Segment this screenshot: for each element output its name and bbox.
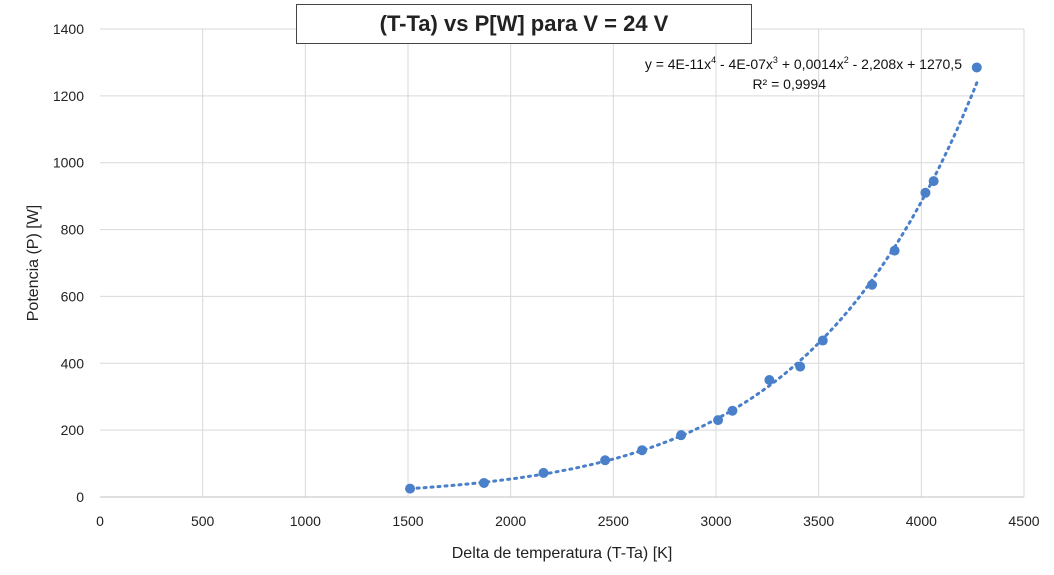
eq-exp-2: 2 [843,55,849,65]
y-axis-label: Potencia (P) [W] [25,205,42,321]
eq-exp-4: 4 [711,55,717,65]
y-tick-label: 800 [61,222,85,238]
x-tick-label: 0 [96,513,104,529]
data-point [637,445,648,456]
x-tick-label: 4000 [906,513,937,529]
y-tick-label: 400 [61,355,85,371]
data-point [538,467,549,478]
data-point [405,483,416,494]
data-point [867,279,878,290]
trendline [408,81,979,491]
data-point [764,375,775,385]
y-tick-label: 0 [76,489,84,505]
data-point [795,361,806,372]
data-point [971,62,982,73]
gridlines [100,28,1025,497]
x-tick-label: 2000 [495,513,526,529]
trendline-equation: y = 4E-11x4 - 4E-07x3 + 0,0014x2 - 2,208… [645,54,962,94]
y-tick-label: 1400 [53,21,84,37]
data-point [600,455,611,466]
x-tick-label: 2500 [598,513,629,529]
x-tick-label: 1000 [290,513,321,529]
y-tick-label: 600 [61,288,85,304]
x-axis-label: Delta de temperatura (T-Ta) [K] [452,545,673,562]
tick-labels: 0 500 1000 1500 2000 2500 3000 3500 4000 4500 0 200… [53,21,1040,529]
eq-term-2: + 0,0014x [777,56,844,72]
data-point [920,187,931,198]
data-point [727,405,738,416]
data-point [889,245,900,256]
eq-term-4: y = 4E-11x [644,56,712,72]
data-point [676,430,687,441]
x-tick-label: 3500 [803,513,834,529]
x-tick-label: 4500 [1008,513,1039,529]
chart-title: (T-Ta) vs P[W] para V = 24 V [296,4,752,44]
eq-exp-3: 3 [772,55,778,65]
eq-term-3: - 4E-07x [716,56,773,72]
y-tick-label: 1200 [53,88,84,104]
y-tick-label: 200 [61,422,85,438]
data-point [928,176,939,187]
equation-line: y = 4E-11x4 - 4E-07x3 + 0,0014x2 - 2,208… [644,55,962,73]
data-point [713,415,724,426]
x-tick-label: 500 [191,513,215,529]
eq-term-1: - 2,208x + 1270,5 [848,56,962,72]
x-tick-label: 3000 [700,513,731,529]
data-points [405,62,982,494]
y-tick-label: 1000 [53,155,84,171]
data-point [817,335,828,346]
data-point [478,477,489,488]
x-tick-label: 1500 [392,513,423,529]
r-squared: R² = 0,9994 [752,76,826,92]
